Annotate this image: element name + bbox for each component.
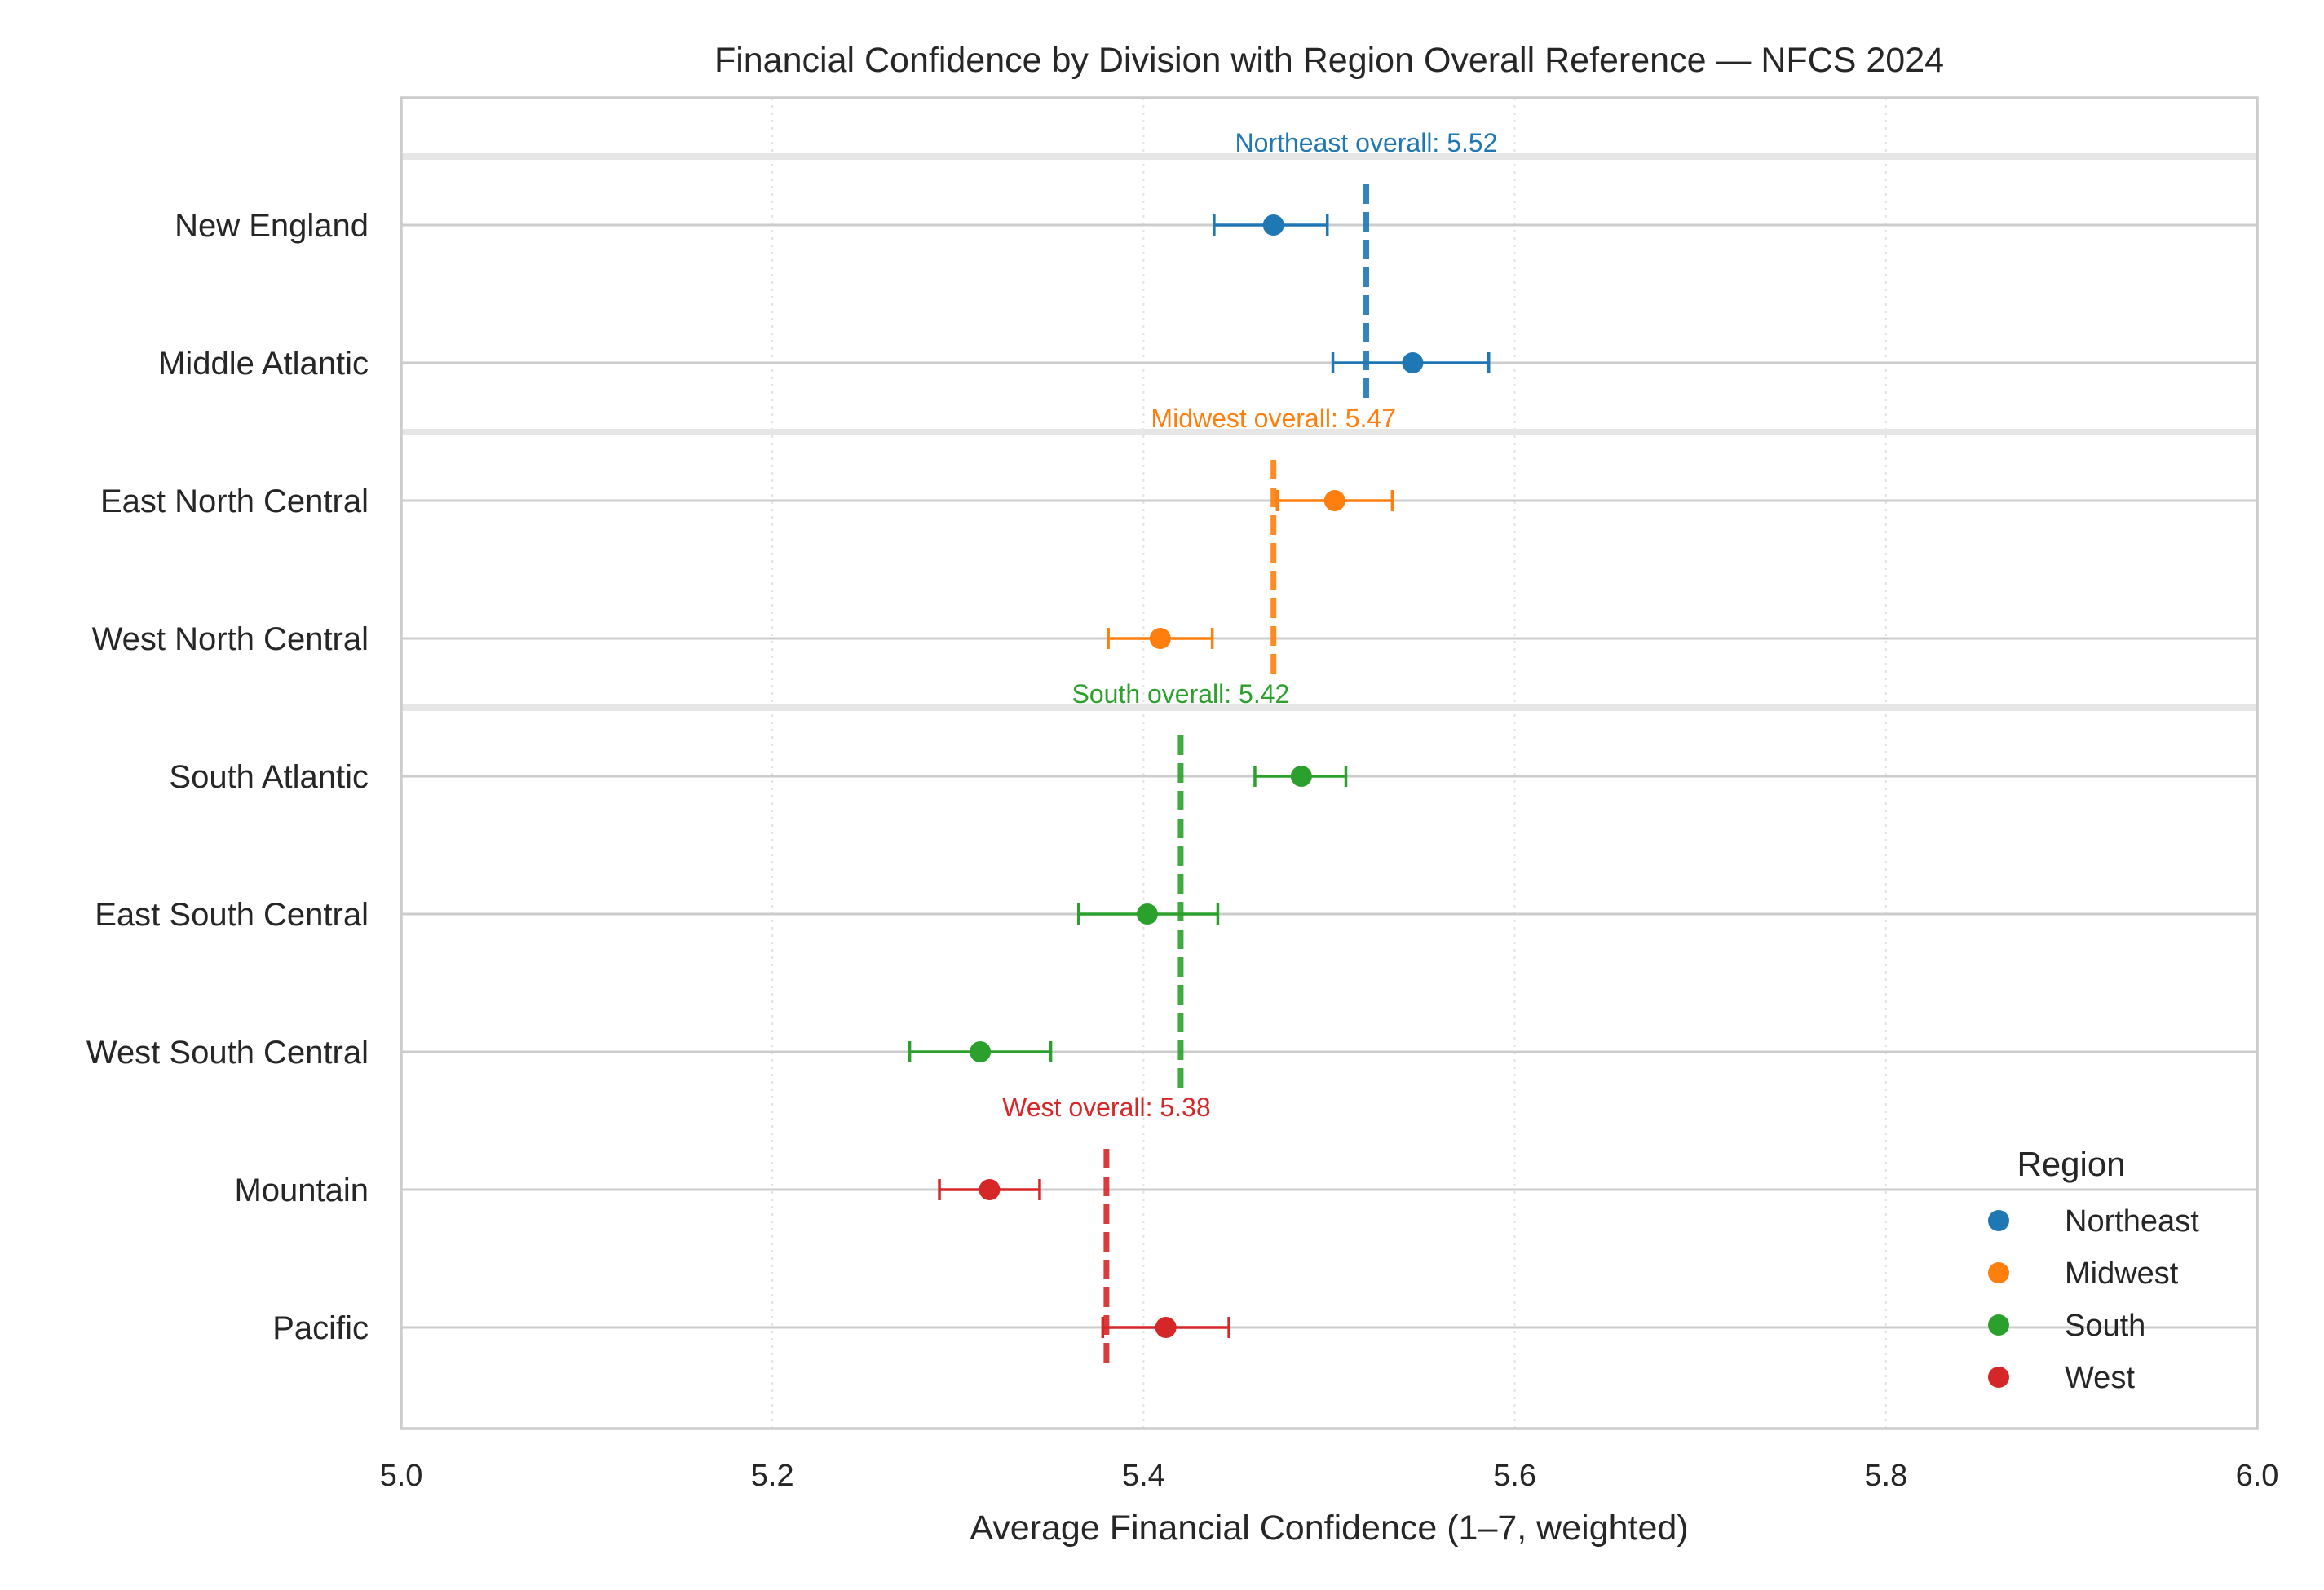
region-overall-label: Northeast overall: 5.52 xyxy=(1235,128,1498,157)
data-point xyxy=(970,1041,992,1062)
chart-title: Financial Confidence by Division with Re… xyxy=(714,41,1944,80)
y-tick-label: Mountain xyxy=(234,1173,369,1208)
plot-frame xyxy=(400,96,2259,1430)
data-point xyxy=(1262,214,1284,236)
x-tick-label: 5.4 xyxy=(1122,1459,1165,1493)
x-tick-label: 5.8 xyxy=(1864,1459,1907,1493)
region-overall-label: West overall: 5.38 xyxy=(1002,1093,1211,1122)
legend-label: West xyxy=(2065,1361,2135,1395)
legend-marker xyxy=(1988,1314,2009,1336)
x-axis-label: Average Financial Confidence (1–7, weigh… xyxy=(970,1508,1688,1548)
data-point xyxy=(979,1179,1001,1200)
y-tick-label: New England xyxy=(175,208,369,244)
legend-marker xyxy=(1988,1210,2009,1231)
y-tick-label: West South Central xyxy=(86,1035,369,1071)
y-tick-label: East South Central xyxy=(95,897,369,933)
data-point xyxy=(1323,490,1345,511)
legend-label: Northeast xyxy=(2065,1204,2199,1239)
region-overall-label: South overall: 5.42 xyxy=(1071,679,1289,709)
y-tick-label: East North Central xyxy=(100,484,369,519)
data-point xyxy=(1136,903,1158,925)
plot-background xyxy=(401,98,2257,1429)
legend: Region Northeast Midwest South West xyxy=(1988,1145,2199,1395)
y-tick-label: West North Central xyxy=(92,621,369,657)
legend-title: Region xyxy=(2017,1145,2125,1183)
x-tick-label: 5.6 xyxy=(1493,1459,1536,1493)
y-tick-label: Middle Atlantic xyxy=(158,346,369,382)
legend-marker xyxy=(1988,1262,2009,1283)
data-point xyxy=(1402,352,1424,373)
x-tick-label: 5.2 xyxy=(751,1459,794,1493)
legend-label: Midwest xyxy=(2065,1257,2179,1291)
data-point xyxy=(1290,766,1312,787)
data-point xyxy=(1149,628,1171,649)
region-overall-label: Midwest overall: 5.47 xyxy=(1151,404,1396,433)
x-tick-label: 6.0 xyxy=(2236,1459,2279,1493)
legend-marker xyxy=(1988,1367,2009,1388)
data-point xyxy=(1155,1317,1177,1338)
x-tick-label: 5.0 xyxy=(380,1459,423,1493)
legend-label: South xyxy=(2065,1309,2145,1343)
y-tick-label: South Atlantic xyxy=(169,759,369,795)
plot-area: Northeast overall: 5.52 Midwest overall: … xyxy=(86,96,2279,1493)
y-tick-label: Pacific xyxy=(272,1310,369,1346)
